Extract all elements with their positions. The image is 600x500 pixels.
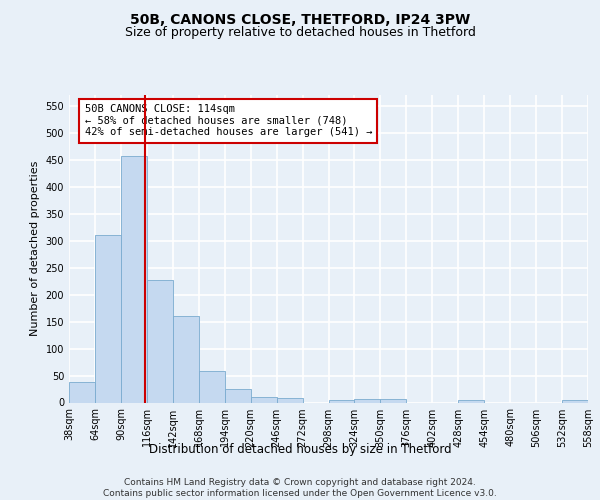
Text: Distribution of detached houses by size in Thetford: Distribution of detached houses by size … (149, 442, 451, 456)
Text: Contains HM Land Registry data © Crown copyright and database right 2024.
Contai: Contains HM Land Registry data © Crown c… (103, 478, 497, 498)
Bar (329, 400, 355, 402)
Bar (147, 280, 173, 402)
Bar (355, 400, 380, 402)
Bar (224, 389, 251, 402)
Y-axis label: Number of detached properties: Number of detached properties (30, 161, 40, 336)
Text: 50B, CANONS CLOSE, THETFORD, IP24 3PW: 50B, CANONS CLOSE, THETFORD, IP24 3PW (130, 12, 470, 26)
Bar (95, 234, 121, 402)
Text: 50B CANONS CLOSE: 114sqm
← 58% of detached houses are smaller (748)
42% of semi-: 50B CANONS CLOSE: 114sqm ← 58% of detach… (85, 104, 372, 138)
Bar (251, 397, 277, 402)
Text: Size of property relative to detached houses in Thetford: Size of property relative to detached ho… (125, 26, 475, 39)
Bar (121, 156, 147, 402)
Bar (562, 400, 588, 402)
Bar (69, 382, 95, 402)
Bar (199, 371, 224, 402)
Bar (380, 400, 406, 402)
Bar (458, 400, 484, 402)
Bar (173, 316, 199, 402)
Bar (277, 398, 302, 402)
